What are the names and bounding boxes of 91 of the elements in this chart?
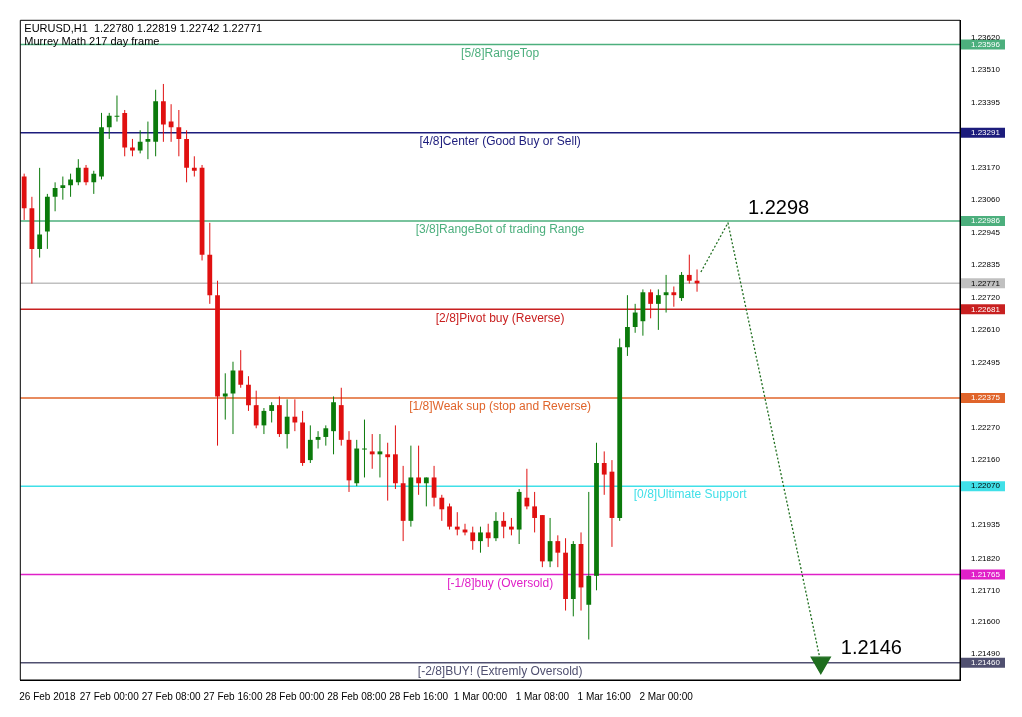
candlestick xyxy=(106,112,112,140)
x-tick-label: 26 Feb 2018 xyxy=(19,690,76,702)
y-tick-label: 1.22160 xyxy=(971,455,1001,465)
candlestick xyxy=(238,349,244,389)
candlestick xyxy=(655,288,661,331)
candlestick xyxy=(555,534,561,568)
candlestick xyxy=(246,375,251,412)
annotation: 1.2146 xyxy=(840,636,902,659)
y-tick-label: 1.23395 xyxy=(971,97,1001,107)
y-tick-label: 1.21765 xyxy=(971,569,1001,579)
annotation: 1.2298 xyxy=(747,196,810,219)
candlestick xyxy=(385,442,391,502)
candlestick xyxy=(91,170,97,195)
candlestick xyxy=(416,445,422,496)
y-tick-label: 1.23291 xyxy=(971,128,1001,138)
ref-line-label: [2/8]Pivot buy (Reverse) xyxy=(435,310,565,325)
candlestick xyxy=(686,254,692,285)
candlestick xyxy=(601,450,607,496)
x-tick-label: 27 Feb 00:00 xyxy=(79,690,140,702)
y-tick-label: 1.22070 xyxy=(971,481,1001,491)
y-tick-label: 1.22720 xyxy=(971,293,1001,303)
y-tick-label: 1.22610 xyxy=(971,325,1001,335)
y-tick-label: 1.23060 xyxy=(971,194,1001,204)
candlestick xyxy=(625,294,630,357)
y-tick-label: 1.21820 xyxy=(971,553,1001,563)
candlestick xyxy=(323,424,329,447)
y-tick-label: 1.23170 xyxy=(971,163,1001,173)
candlestick xyxy=(447,503,452,531)
y-tick-label: 1.21935 xyxy=(971,520,1001,530)
y-tick-label: 1.21490 xyxy=(971,649,1001,659)
y-tick-label: 1.22270 xyxy=(971,423,1001,433)
candlestick xyxy=(362,419,367,478)
y-tick-label: 1.22986 xyxy=(971,216,1001,226)
ref-line-label: [-2/8]BUY! (Extremly Oversold) xyxy=(417,663,583,678)
ref-line-label: [3/8]RangeBot of trading Range xyxy=(415,222,585,237)
candlestick xyxy=(269,401,275,423)
candlestick xyxy=(532,491,538,533)
candlestick xyxy=(454,511,460,536)
candlestick xyxy=(137,129,143,154)
candlestick xyxy=(485,523,491,548)
x-tick-label: 1 Mar 08:00 xyxy=(515,690,570,702)
candlestick xyxy=(648,288,654,319)
candlestick xyxy=(176,109,182,157)
x-tick-label: 27 Feb 08:00 xyxy=(141,690,202,702)
x-tick-label: 28 Feb 08:00 xyxy=(327,690,387,702)
y-tick-label: 1.22681 xyxy=(971,304,1001,314)
x-tick-label: 1 Mar 16:00 xyxy=(577,690,632,702)
candlestick xyxy=(423,476,429,507)
candlestick xyxy=(501,511,507,539)
candlestick xyxy=(307,424,313,464)
y-tick-label: 1.22495 xyxy=(971,358,1001,368)
candlestick xyxy=(160,83,166,143)
y-tick-label: 1.23596 xyxy=(971,39,1001,49)
candlestick xyxy=(439,494,445,522)
candlestick xyxy=(253,390,259,429)
x-tick-label: 2 Mar 00:00 xyxy=(639,690,694,702)
candlestick xyxy=(671,286,677,308)
ref-line-label: [-1/8]buy (Oversold) xyxy=(447,575,554,590)
candlestick xyxy=(284,398,290,450)
ref-line-label: [0/8]Ultimate Support xyxy=(633,487,748,502)
candlestick xyxy=(60,176,66,201)
y-tick-label: 1.22945 xyxy=(971,228,1001,238)
text: Murrey Math 217 day frame xyxy=(24,34,160,47)
candlestick xyxy=(478,526,483,554)
ref-line-label: [4/8]Center (Good Buy or Sell) xyxy=(419,134,581,149)
candlestick xyxy=(679,271,684,302)
x-tick-label: 27 Feb 16:00 xyxy=(203,690,263,702)
ref-line-label: [1/8]Weak sup (stop and Reverse) xyxy=(409,399,592,414)
y-tick-label: 1.21460 xyxy=(971,657,1001,667)
y-tick-label: 1.21710 xyxy=(971,585,1001,595)
y-tick-label: 1.22835 xyxy=(971,260,1001,269)
candlestick xyxy=(191,155,197,178)
chart-title: EURUSD,H1 1.22780 1.22819 1.22742 1.22771 xyxy=(24,21,263,34)
candlestick xyxy=(369,433,375,470)
x-tick-label: 1 Mar 00:00 xyxy=(453,690,508,702)
x-tick-label: 28 Feb 00:00 xyxy=(265,690,325,702)
candlestick xyxy=(68,173,73,198)
candlestick xyxy=(524,468,530,510)
candlestick xyxy=(663,274,669,314)
y-tick-label: 1.22771 xyxy=(971,278,1001,288)
candlestick xyxy=(470,526,476,551)
candlestick xyxy=(52,181,58,212)
ref-line-label: [5/8]RangeTop xyxy=(461,45,540,60)
y-tick-label: 1.23510 xyxy=(971,64,1001,74)
y-tick-label: 1.23620 xyxy=(971,32,1001,42)
y-tick-label: 1.21600 xyxy=(971,617,1001,627)
candlestick xyxy=(37,167,43,259)
candlestick xyxy=(75,158,81,186)
candlestick xyxy=(632,303,638,334)
y-tick-label: 1.22375 xyxy=(971,393,1001,403)
x-tick-label: 28 Feb 16:00 xyxy=(389,690,449,702)
